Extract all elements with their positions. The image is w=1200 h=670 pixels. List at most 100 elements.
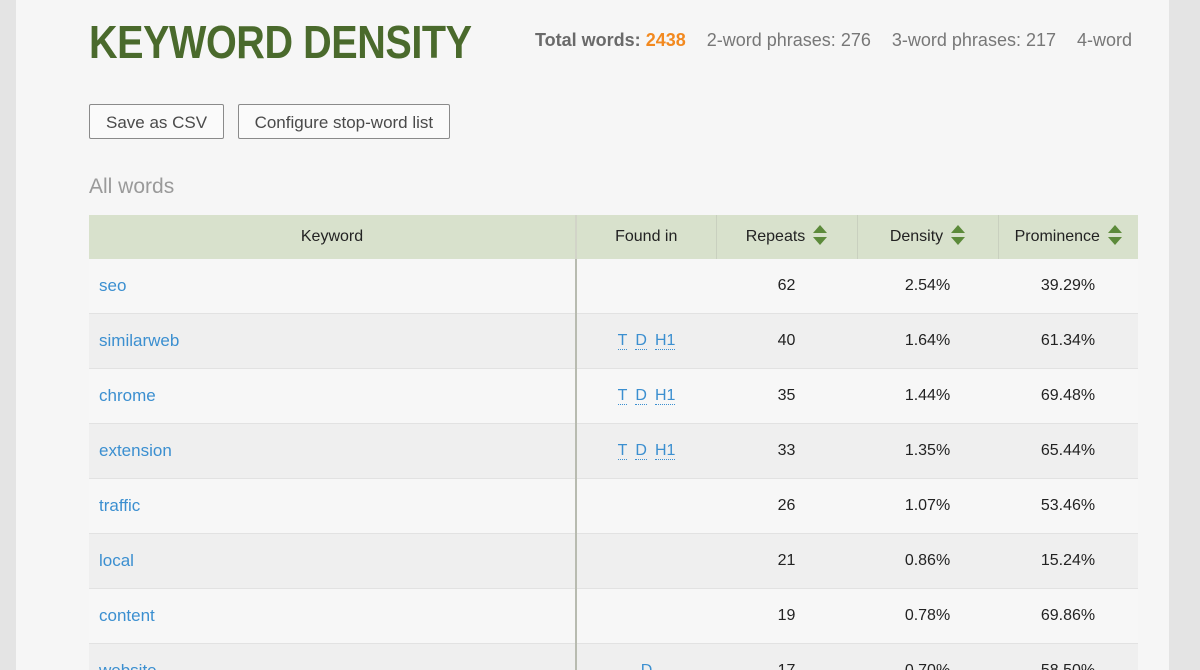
prominence-cell: 69.86% — [998, 588, 1138, 644]
stat-four-word: 4-word — [1077, 30, 1132, 50]
table-body: seo 62 2.54% 39.29% similarweb T D H1 40 1.64% 61.… — [89, 259, 1138, 670]
table-header-row: Keyword Found in Repeats Density Promine… — [89, 215, 1138, 259]
header-prominence[interactable]: Prominence — [998, 215, 1138, 259]
found-in-tag[interactable]: T — [617, 442, 628, 460]
toolbar: Save as CSV Configure stop-word list — [89, 104, 459, 139]
three-word-value: 217 — [1025, 30, 1057, 50]
table-row: traffic 26 1.07% 53.46% — [89, 478, 1138, 534]
prominence-cell: 15.24% — [998, 533, 1138, 589]
keyword-cell: chrome — [89, 368, 577, 424]
found-in-tag[interactable]: D — [635, 387, 647, 405]
density-cell: 0.70% — [857, 643, 998, 670]
repeats-cell: 19 — [716, 588, 857, 644]
found-in-cell: T D H1 — [576, 313, 716, 369]
sort-icon[interactable] — [813, 225, 828, 245]
four-word-label: 4-word — [1077, 30, 1133, 50]
density-cell: 2.54% — [857, 259, 998, 314]
total-words-label: Total words: — [535, 30, 641, 50]
repeats-cell: 62 — [716, 259, 857, 314]
found-in-cell: T D H1 — [576, 423, 716, 479]
keyword-cell: similarweb — [89, 313, 577, 369]
header: KEYWORD DENSITY Total words: 2438 2-word… — [89, 14, 1169, 72]
density-cell: 1.44% — [857, 368, 998, 424]
keyword-cell: local — [89, 533, 577, 589]
found-in-tag[interactable]: H1 — [654, 442, 676, 460]
table-row: seo 62 2.54% 39.29% — [89, 259, 1138, 314]
sort-icon[interactable] — [1107, 225, 1122, 245]
density-cell: 1.35% — [857, 423, 998, 479]
table-row: chrome T D H1 35 1.44% 69.48% — [89, 368, 1138, 424]
keyword-link[interactable]: traffic — [99, 496, 141, 515]
prominence-cell: 69.48% — [998, 368, 1138, 424]
found-in-tag[interactable]: D — [640, 662, 653, 670]
repeats-cell: 35 — [716, 368, 857, 424]
header-repeats[interactable]: Repeats — [716, 215, 858, 259]
found-in-tag[interactable]: T — [617, 387, 628, 405]
keyword-density-panel: KEYWORD DENSITY Total words: 2438 2-word… — [16, 0, 1169, 670]
stat-three-word: 3-word phrases: 217 — [892, 30, 1056, 50]
repeats-cell: 26 — [716, 478, 857, 534]
header-keyword-label: Keyword — [300, 228, 364, 245]
keyword-table: Keyword Found in Repeats Density Promine… — [89, 215, 1138, 670]
two-word-value: 276 — [840, 30, 871, 50]
keyword-link[interactable]: extension — [99, 441, 172, 460]
header-density[interactable]: Density — [857, 215, 999, 259]
prominence-cell: 58.50% — [998, 643, 1138, 670]
table-row: website D 170.70%58.50% — [89, 643, 1138, 670]
keyword-link[interactable]: website — [99, 661, 157, 670]
page-title: KEYWORD DENSITY — [89, 16, 472, 68]
found-in-tag[interactable]: T — [617, 332, 628, 350]
table-row: similarweb T D H1 40 1.64% 61.34% — [89, 313, 1138, 369]
repeats-cell: 21 — [716, 533, 857, 589]
stats-bar: Total words: 2438 2-word phrases: 276 3-… — [535, 30, 1148, 51]
keyword-cell: extension — [89, 423, 577, 479]
density-cell: 0.86% — [857, 533, 998, 589]
total-words-value: 2438 — [645, 30, 686, 50]
keyword-cell: seo — [89, 259, 577, 314]
repeats-cell: 33 — [716, 423, 857, 479]
stat-total-words: Total words: 2438 — [535, 30, 686, 50]
keyword-link[interactable]: chrome — [99, 386, 156, 405]
repeats-cell: 17 — [716, 643, 857, 670]
section-title: All words — [89, 175, 175, 198]
stat-two-word: 2-word phrases: 276 — [707, 30, 871, 50]
density-cell: 1.07% — [857, 478, 998, 534]
found-in-tag[interactable]: D — [635, 442, 647, 460]
density-cell: 0.78% — [857, 588, 998, 644]
prominence-cell: 53.46% — [998, 478, 1138, 534]
found-in-tag[interactable]: H1 — [654, 387, 676, 405]
keyword-link[interactable]: similarweb — [99, 331, 180, 350]
save-csv-button[interactable]: Save as CSV — [89, 104, 225, 139]
prominence-cell: 65.44% — [998, 423, 1138, 479]
keyword-link[interactable]: content — [99, 606, 155, 625]
repeats-cell: 40 — [716, 313, 857, 369]
header-keyword[interactable]: Keyword — [89, 215, 577, 259]
table-row: local 21 0.86% 15.24% — [89, 533, 1138, 589]
sort-icon[interactable] — [951, 225, 966, 245]
found-in-tag[interactable]: D — [635, 332, 647, 350]
keyword-cell: website — [89, 643, 577, 670]
two-word-label: 2-word phrases: — [706, 30, 836, 50]
keyword-link[interactable]: local — [99, 551, 134, 570]
found-in-cell: D — [576, 643, 716, 670]
prominence-cell: 39.29% — [998, 259, 1138, 314]
header-repeats-label: Repeats — [745, 228, 806, 246]
keyword-cell: traffic — [89, 478, 577, 534]
header-density-label: Density — [889, 228, 944, 246]
table-row: extension T D H1 33 1.35% 65.44% — [89, 423, 1138, 479]
header-prominence-label: Prominence — [1014, 228, 1100, 246]
found-in-cell — [576, 588, 716, 644]
found-in-cell — [576, 259, 716, 314]
found-in-cell — [576, 478, 716, 534]
found-in-cell — [576, 533, 716, 589]
keyword-cell: content — [89, 588, 577, 644]
three-word-label: 3-word phrases: — [891, 30, 1021, 50]
found-in-tag[interactable]: H1 — [654, 332, 676, 350]
header-found-in: Found in — [576, 215, 717, 259]
density-cell: 1.64% — [857, 313, 998, 369]
configure-stop-words-button[interactable]: Configure stop-word list — [237, 104, 451, 139]
found-in-cell: T D H1 — [576, 368, 716, 424]
keyword-link[interactable]: seo — [99, 276, 127, 295]
header-found-in-label: Found in — [615, 228, 678, 245]
prominence-cell: 61.34% — [998, 313, 1138, 369]
